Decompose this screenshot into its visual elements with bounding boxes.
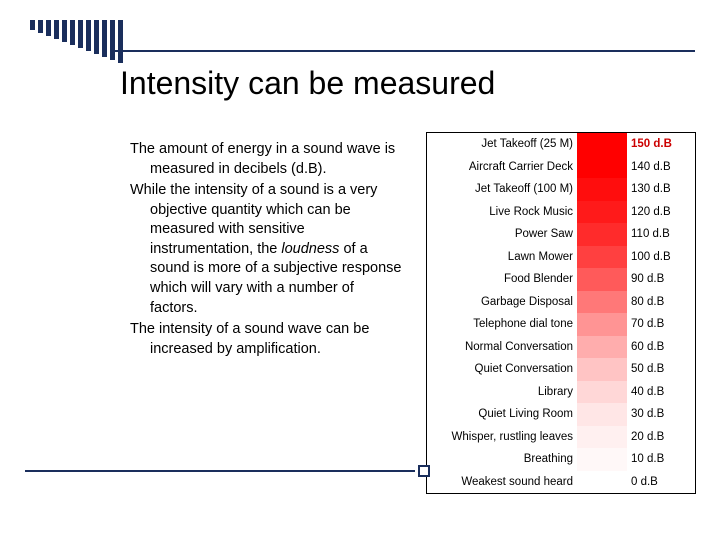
- decor-bar: [118, 20, 123, 63]
- decor-bar: [94, 20, 99, 54]
- body-paragraph: The amount of energy in a sound wave is …: [130, 140, 405, 179]
- decor-top-line: [115, 50, 695, 52]
- decibel-value: 110 d.B: [627, 223, 697, 246]
- decibel-gradient-col: [577, 133, 627, 493]
- decor-bar: [54, 20, 59, 39]
- decibel-value: 60 d.B: [627, 336, 697, 359]
- decibel-source: Normal Conversation: [427, 336, 577, 359]
- decibel-value: 150 d.B: [627, 133, 697, 156]
- decibel-source: Quiet Living Room: [427, 403, 577, 426]
- decibel-value: 130 d.B: [627, 178, 697, 201]
- decibel-gradient-cell: [577, 313, 627, 336]
- decibel-gradient-cell: [577, 403, 627, 426]
- decibel-source: Garbage Disposal: [427, 291, 577, 314]
- decor-bottom-square: [418, 465, 430, 477]
- decibel-source: Jet Takeoff (25 M): [427, 133, 577, 156]
- decibel-value: 90 d.B: [627, 268, 697, 291]
- decibel-value: 140 d.B: [627, 156, 697, 179]
- decibel-gradient-cell: [577, 133, 627, 156]
- decibel-source: Weakest sound heard: [427, 471, 577, 494]
- decor-top-bars: [30, 20, 123, 63]
- body-paragraph: The intensity of a sound wave can be inc…: [130, 320, 405, 359]
- decibel-sources-col: Jet Takeoff (25 M)Aircraft Carrier DeckJ…: [427, 133, 577, 493]
- slide-title: Intensity can be measured: [120, 65, 495, 102]
- decor-bar: [78, 20, 83, 48]
- decibel-source: Live Rock Music: [427, 201, 577, 224]
- decibel-gradient-cell: [577, 336, 627, 359]
- decibel-gradient-cell: [577, 358, 627, 381]
- body-text: The amount of energy in a sound wave is …: [130, 140, 405, 361]
- decibel-gradient-cell: [577, 178, 627, 201]
- decor-bar: [46, 20, 51, 36]
- decibel-value: 40 d.B: [627, 381, 697, 404]
- decibel-source: Power Saw: [427, 223, 577, 246]
- decibel-gradient-cell: [577, 201, 627, 224]
- decibel-gradient-cell: [577, 381, 627, 404]
- decibel-gradient-cell: [577, 291, 627, 314]
- decibel-source: Food Blender: [427, 268, 577, 291]
- decibel-value: 10 d.B: [627, 448, 697, 471]
- decibel-gradient-cell: [577, 426, 627, 449]
- decibel-gradient-cell: [577, 268, 627, 291]
- decibel-gradient-cell: [577, 246, 627, 269]
- decibel-source: Jet Takeoff (100 M): [427, 178, 577, 201]
- decibel-source: Breathing: [427, 448, 577, 471]
- decor-bar: [70, 20, 75, 45]
- decibel-source: Telephone dial tone: [427, 313, 577, 336]
- decibel-source: Aircraft Carrier Deck: [427, 156, 577, 179]
- decibel-value: 80 d.B: [627, 291, 697, 314]
- decibel-value: 100 d.B: [627, 246, 697, 269]
- decibel-source: Lawn Mower: [427, 246, 577, 269]
- decibel-gradient-cell: [577, 448, 627, 471]
- decor-bar: [110, 20, 115, 60]
- decibel-gradient-cell: [577, 156, 627, 179]
- decibel-value: 30 d.B: [627, 403, 697, 426]
- decibel-value: 70 d.B: [627, 313, 697, 336]
- decibel-value: 0 d.B: [627, 471, 697, 494]
- decor-bar: [38, 20, 43, 33]
- decor-bar: [86, 20, 91, 51]
- decibel-value: 120 d.B: [627, 201, 697, 224]
- decibel-value: 50 d.B: [627, 358, 697, 381]
- decibel-source: Library: [427, 381, 577, 404]
- decibel-table: Jet Takeoff (25 M)Aircraft Carrier DeckJ…: [426, 132, 696, 494]
- decibel-gradient-cell: [577, 471, 627, 494]
- decor-bar: [30, 20, 35, 30]
- decibel-gradient-cell: [577, 223, 627, 246]
- decibel-value: 20 d.B: [627, 426, 697, 449]
- decor-bar: [102, 20, 107, 57]
- body-paragraph: While the intensity of a sound is a very…: [130, 181, 405, 318]
- decor-bottom-line: [25, 470, 415, 472]
- decibel-source: Quiet Conversation: [427, 358, 577, 381]
- decibel-source: Whisper, rustling leaves: [427, 426, 577, 449]
- decor-bar: [62, 20, 67, 42]
- decibel-values-col: 150 d.B140 d.B130 d.B120 d.B110 d.B100 d…: [627, 133, 697, 493]
